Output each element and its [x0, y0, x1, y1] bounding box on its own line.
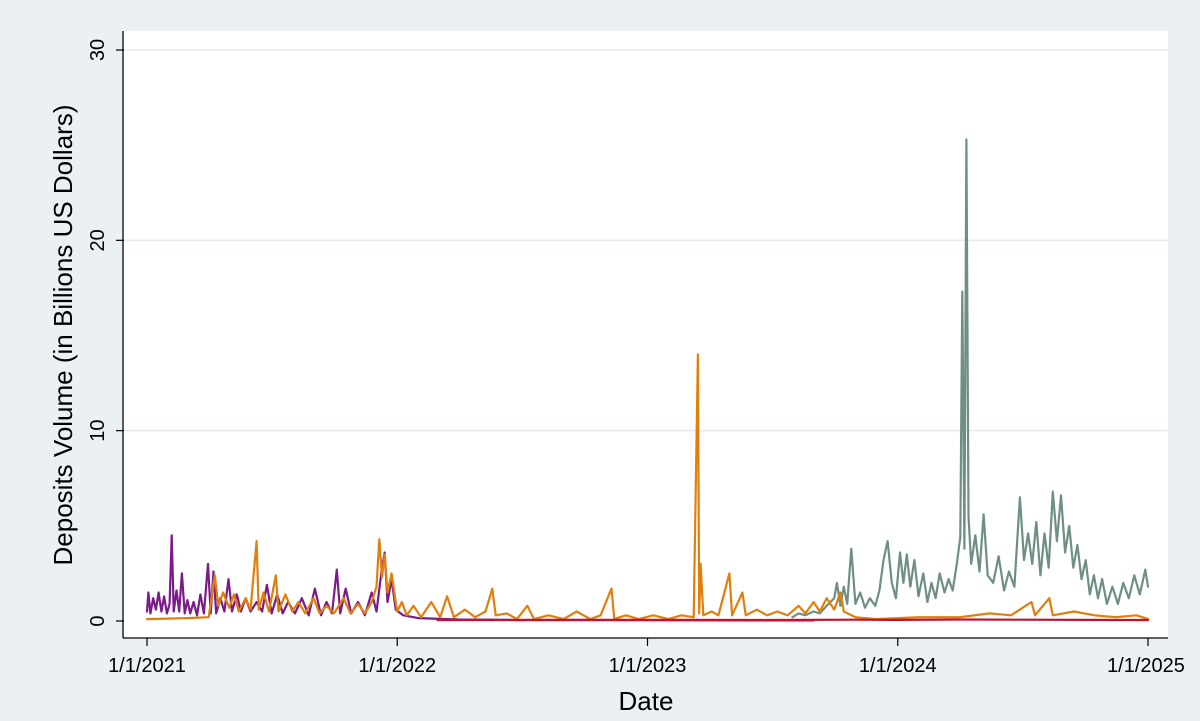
x-axis-title: Date	[619, 686, 674, 716]
grid-lines	[122, 49, 1168, 432]
series-line-2	[791, 138, 1150, 619]
series-line-4	[436, 618, 1150, 622]
y-tick-label: 10	[87, 420, 109, 442]
x-tick-label: 1/1/2022	[358, 655, 436, 677]
series-line-3	[145, 353, 1150, 621]
x-tick-label: 1/1/2025	[1107, 655, 1185, 677]
y-axis-title: Deposits Volume (in Billions US Dollars)	[48, 105, 78, 566]
plot-area	[122, 31, 1168, 638]
series-layer	[145, 138, 1150, 622]
y-tick-label: 30	[87, 39, 109, 61]
axes	[116, 31, 1168, 646]
x-tick-label: 1/1/2021	[108, 655, 186, 677]
tick-labels: 0 10 20 30 1/1/2021 1/1/2022 1/1/2023 1/1/2024 1…	[87, 39, 1185, 677]
x-tick-label: 1/1/2024	[859, 655, 937, 677]
x-tick-label: 1/1/2023	[609, 655, 687, 677]
y-tick-label: 0	[87, 615, 109, 626]
y-tick-label: 20	[87, 229, 109, 251]
